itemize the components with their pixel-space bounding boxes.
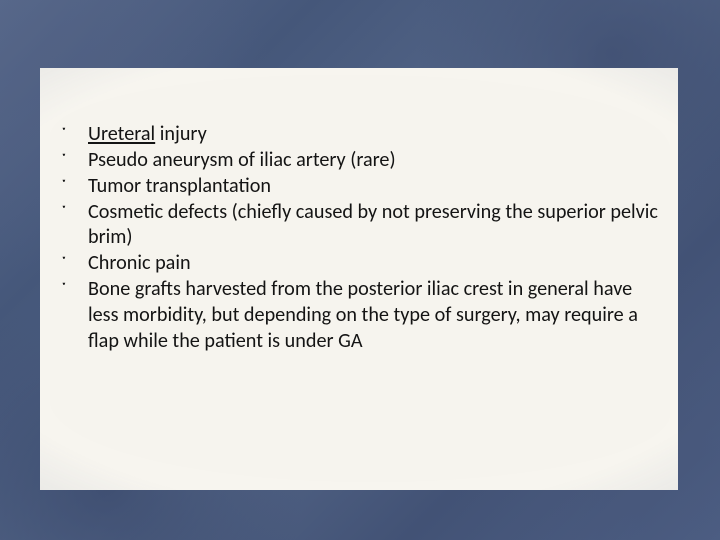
list-item: ༌Tumor transplantation <box>62 174 662 200</box>
list-item-underlined: Ureteral <box>88 122 155 146</box>
list-item-text: Chronic pain <box>88 251 191 275</box>
bullet-icon: ༌ <box>62 278 88 301</box>
list-item-text: Bone grafts harvested from the posterior… <box>88 277 638 353</box>
list-item-text: injury <box>155 122 207 146</box>
slide-container: ༌Ureteral injury ༌Pseudo aneurysm of ili… <box>0 0 720 540</box>
bullet-icon: ༌ <box>62 123 88 146</box>
list-item: ༌Bone grafts harvested from the posterio… <box>62 277 662 355</box>
list-item: ༌Cosmetic defects (chiefly caused by not… <box>62 200 662 252</box>
bullet-list: ༌Ureteral injury ༌Pseudo aneurysm of ili… <box>62 122 662 355</box>
list-item: ༌Chronic pain <box>62 251 662 277</box>
list-item: ༌Ureteral injury <box>62 122 662 148</box>
bullet-icon: ༌ <box>62 149 88 172</box>
list-item-text: Pseudo aneurysm of iliac artery (rare) <box>88 148 396 172</box>
bullet-icon: ༌ <box>62 201 88 224</box>
list-item: ༌Pseudo aneurysm of iliac artery (rare) <box>62 148 662 174</box>
list-item-text: Tumor transplantation <box>88 174 271 198</box>
list-item-text: Cosmetic defects (chiefly caused by not … <box>88 200 658 250</box>
bullet-icon: ༌ <box>62 252 88 275</box>
bullet-icon: ༌ <box>62 175 88 198</box>
